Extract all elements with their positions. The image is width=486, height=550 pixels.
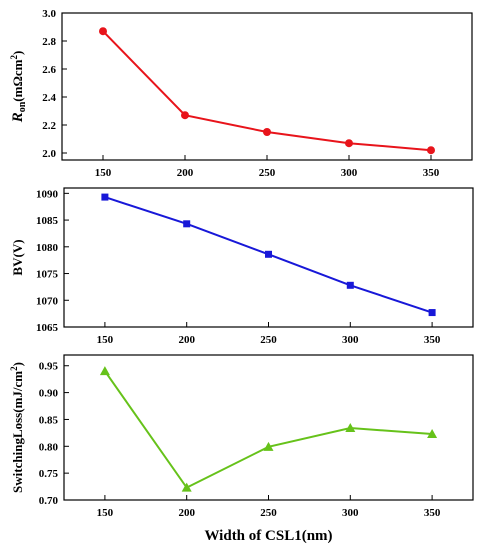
- data-point: [265, 250, 272, 258]
- x-tick-label: 350: [423, 167, 440, 179]
- y-tick-label: 0.90: [39, 388, 59, 400]
- data-point: [99, 27, 107, 36]
- y-tick-label: 0.85: [39, 414, 59, 426]
- data-point: [101, 193, 109, 201]
- data-point: [181, 111, 189, 120]
- y-axis-title: BV(V): [10, 239, 25, 275]
- x-tick-label: 250: [259, 167, 276, 179]
- x-tick-label: 150: [95, 167, 112, 179]
- y-tick-label: 2.8: [42, 36, 56, 48]
- x-tick-label: 300: [341, 167, 358, 179]
- plot-frame: [61, 12, 473, 161]
- data-point: [181, 482, 192, 492]
- data-point: [346, 281, 354, 289]
- y-tick-label: 1080: [36, 242, 59, 254]
- data-point: [427, 428, 438, 438]
- data-point: [345, 423, 356, 433]
- x-tick-label: 300: [342, 507, 359, 519]
- x-tick-label: 150: [97, 334, 114, 346]
- y-axis-title: SwitchingLoss(mJ/cm2): [9, 362, 25, 493]
- data-point: [99, 366, 110, 376]
- x-axis-title: Width of CSL1(nm): [204, 528, 332, 544]
- x-tick-label: 150: [97, 507, 114, 519]
- y-tick-label: 0.95: [39, 361, 59, 373]
- plot-frame: [63, 354, 474, 501]
- data-point: [263, 128, 271, 136]
- x-tick-label: 300: [342, 334, 359, 346]
- y-axis-title: Ron(mΩcm2): [9, 51, 28, 124]
- data-point: [345, 139, 353, 148]
- x-tick-label: 250: [260, 334, 277, 346]
- y-tick-label: 0.80: [39, 441, 59, 453]
- x-tick-label: 200: [178, 334, 195, 346]
- y-tick-label: 1090: [36, 188, 59, 200]
- y-tick-label: 1085: [36, 215, 59, 227]
- data-point: [263, 441, 274, 451]
- y-tick-label: 1075: [36, 269, 59, 281]
- data-point: [428, 309, 436, 317]
- x-tick-label: 200: [177, 167, 194, 179]
- y-tick-label: 2.6: [42, 64, 56, 76]
- y-tick-label: 2.4: [42, 92, 56, 104]
- chart-panel-1: 2.0 2.2 2.4 2.6 2.8 3.0 150 200 250 300 350 Ron(mΩc…: [9, 8, 473, 179]
- y-tick-label: 0.75: [39, 468, 59, 480]
- y-tick-label: 1065: [36, 322, 59, 334]
- data-point: [183, 220, 191, 228]
- y-tick-label: 2.2: [42, 120, 56, 132]
- y-tick-label: 0.70: [39, 495, 59, 507]
- chart-panel-2: 1065 1070 1075 1080 1085 1090 150 200 250 300 350 B…: [10, 187, 474, 346]
- data-point: [427, 146, 435, 155]
- x-tick-label: 350: [424, 334, 441, 346]
- y-tick-label: 2.0: [42, 148, 56, 160]
- y-tick-label: 3.0: [42, 8, 56, 20]
- x-tick-label: 200: [178, 507, 195, 519]
- chart-panel-3: 0.70 0.75 0.80 0.85 0.90 0.95 150 200 250 300 350 S…: [9, 354, 474, 544]
- x-tick-label: 250: [260, 507, 277, 519]
- x-tick-label: 350: [424, 507, 441, 519]
- series-line: [104, 370, 433, 489]
- y-tick-label: 1070: [36, 295, 59, 307]
